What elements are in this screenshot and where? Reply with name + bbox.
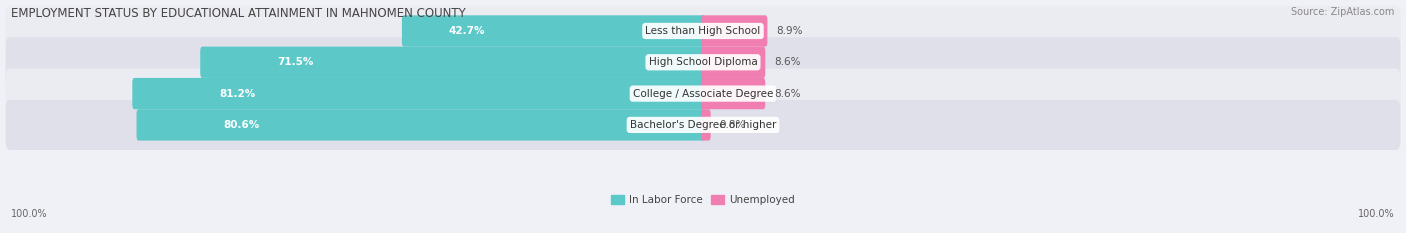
- FancyBboxPatch shape: [200, 47, 704, 78]
- Text: Bachelor's Degree or higher: Bachelor's Degree or higher: [630, 120, 776, 130]
- FancyBboxPatch shape: [702, 109, 710, 140]
- Text: College / Associate Degree: College / Associate Degree: [633, 89, 773, 99]
- Legend: In Labor Force, Unemployed: In Labor Force, Unemployed: [607, 191, 799, 209]
- FancyBboxPatch shape: [402, 15, 704, 47]
- FancyBboxPatch shape: [136, 109, 704, 140]
- FancyBboxPatch shape: [702, 15, 768, 47]
- FancyBboxPatch shape: [132, 78, 704, 109]
- Text: 8.6%: 8.6%: [775, 89, 801, 99]
- Text: Source: ZipAtlas.com: Source: ZipAtlas.com: [1291, 7, 1395, 17]
- FancyBboxPatch shape: [6, 100, 1400, 150]
- Text: 42.7%: 42.7%: [449, 26, 485, 36]
- Text: 100.0%: 100.0%: [1358, 209, 1395, 219]
- FancyBboxPatch shape: [6, 69, 1400, 119]
- FancyBboxPatch shape: [6, 6, 1400, 56]
- FancyBboxPatch shape: [702, 78, 765, 109]
- Text: 100.0%: 100.0%: [11, 209, 48, 219]
- Text: 81.2%: 81.2%: [219, 89, 256, 99]
- Text: 8.9%: 8.9%: [776, 26, 803, 36]
- FancyBboxPatch shape: [6, 37, 1400, 87]
- Text: 80.6%: 80.6%: [224, 120, 260, 130]
- Text: High School Diploma: High School Diploma: [648, 57, 758, 67]
- Text: Less than High School: Less than High School: [645, 26, 761, 36]
- Text: EMPLOYMENT STATUS BY EDUCATIONAL ATTAINMENT IN MAHNOMEN COUNTY: EMPLOYMENT STATUS BY EDUCATIONAL ATTAINM…: [11, 7, 465, 20]
- Text: 0.8%: 0.8%: [720, 120, 747, 130]
- Text: 8.6%: 8.6%: [775, 57, 801, 67]
- FancyBboxPatch shape: [702, 47, 765, 78]
- Text: 71.5%: 71.5%: [277, 57, 314, 67]
